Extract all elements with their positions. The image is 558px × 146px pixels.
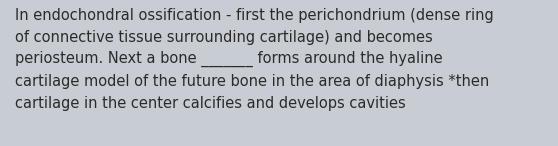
Text: In endochondral ossification - first the perichondrium (dense ring
of connective: In endochondral ossification - first the…	[15, 8, 494, 111]
